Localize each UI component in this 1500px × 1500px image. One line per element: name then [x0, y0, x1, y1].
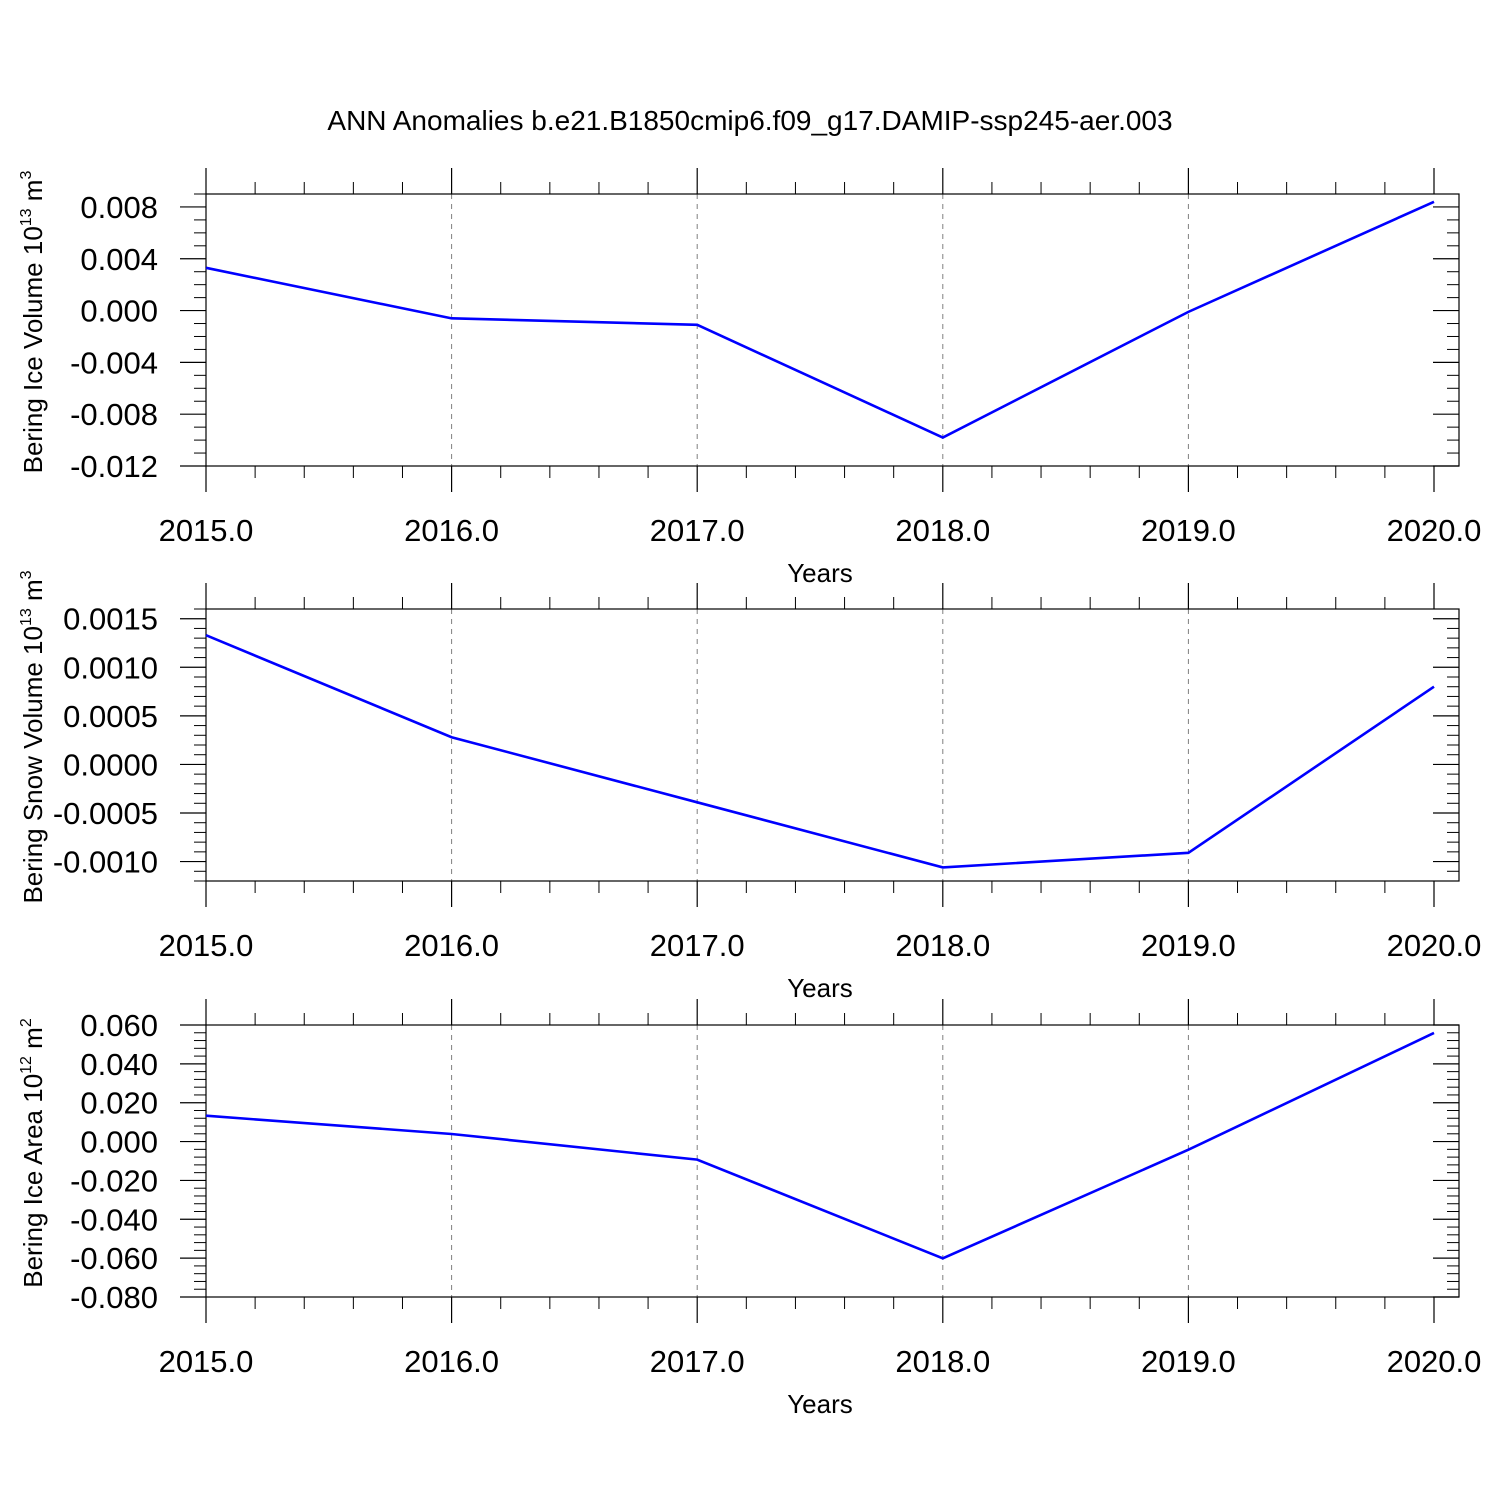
y-axis-label-text: Bering Ice Area 10 [18, 1074, 48, 1288]
y-tick-label: -0.012 [70, 449, 158, 484]
y-axis-label-exponent: 13 [18, 208, 35, 226]
plot-frame [205, 608, 1460, 882]
y-axis-label-exponent: 13 [18, 608, 35, 626]
x-tick-label: 2016.0 [404, 1344, 499, 1379]
y-tick-label: -0.080 [70, 1280, 158, 1315]
chart-panel-2: 2015.0 2016.0 2017.0 2018.0 2019.0 2020.0 0.00… [18, 570, 1481, 1003]
y-tick-label: -0.004 [70, 345, 158, 380]
y-tick-label: -0.060 [70, 1241, 158, 1276]
y-tick-label: 0.0015 [63, 602, 158, 637]
y-tick-label: 0.004 [80, 242, 158, 277]
x-tick-label: 2015.0 [159, 1344, 254, 1379]
chart-panel-1: 2015.0 2016.0 2017.0 2018.0 2019.0 2020.0 0.00… [18, 168, 1481, 588]
figure-title: ANN Anomalies b.e21.B1850cmip6.f09_g17.D… [327, 105, 1172, 136]
x-tick-label: 2018.0 [895, 513, 990, 548]
y-tick-label: 0.020 [80, 1086, 158, 1121]
series-line [205, 634, 1435, 869]
chart-panel-3: 2015.0 2016.0 2017.0 2018.0 2019.0 2020.0 0.06… [18, 999, 1481, 1419]
x-tick-label: 2019.0 [1141, 513, 1236, 548]
x-axis-label: Years [787, 558, 853, 588]
x-tick-label: 2016.0 [404, 928, 499, 963]
y-tick-label: 0.008 [80, 190, 158, 225]
y-tick-label: 0.000 [80, 1125, 158, 1160]
y-axis-label-unit-exponent: 3 [18, 171, 35, 180]
x-tick-label: 2020.0 [1387, 1344, 1482, 1379]
y-axis-label: Bering Ice Area 1012 m2 [18, 1018, 48, 1288]
y-tick-label: -0.0005 [53, 796, 158, 831]
x-axis-label: Years [787, 1389, 853, 1419]
x-tick-label: 2016.0 [404, 513, 499, 548]
x-tick-label: 2015.0 [159, 513, 254, 548]
panels: 2015.0 2016.0 2017.0 2018.0 2019.0 2020.0 0.00… [18, 168, 1481, 1419]
plot-frame [205, 1024, 1460, 1298]
y-tick-label: -0.0010 [53, 845, 158, 880]
x-tick-label: 2018.0 [895, 928, 990, 963]
x-tick-label: 2019.0 [1141, 928, 1236, 963]
y-axis-label-unit-exponent: 3 [18, 570, 35, 579]
y-axis-label-unit: m [18, 579, 48, 608]
plot-frame [205, 193, 1460, 467]
series-line [205, 1031, 1435, 1260]
x-tick-label: 2018.0 [895, 1344, 990, 1379]
y-tick-label: 0.060 [80, 1008, 158, 1043]
y-axis-label-unit: m [18, 180, 48, 209]
y-tick-label: -0.008 [70, 397, 158, 432]
y-tick-label: 0.000 [80, 294, 158, 329]
y-tick-label: -0.040 [70, 1202, 158, 1237]
y-axis-label-unit-exponent: 2 [18, 1018, 35, 1027]
series-line [205, 200, 1435, 439]
y-axis-label-unit: m [18, 1027, 48, 1056]
y-tick-label: 0.0000 [63, 747, 158, 782]
x-tick-label: 2017.0 [650, 1344, 745, 1379]
y-tick-label: 0.0005 [63, 699, 158, 734]
y-tick-label: 0.0010 [63, 650, 158, 685]
x-tick-label: 2017.0 [650, 513, 745, 548]
y-tick-label: -0.020 [70, 1163, 158, 1198]
x-tick-label: 2019.0 [1141, 1344, 1236, 1379]
y-axis-label-exponent: 12 [18, 1056, 35, 1074]
y-axis-label-text: Bering Snow Volume 10 [18, 626, 48, 904]
y-axis-label-text: Bering Ice Volume 10 [18, 226, 48, 473]
x-tick-label: 2020.0 [1387, 928, 1482, 963]
x-tick-label: 2020.0 [1387, 513, 1482, 548]
y-axis-label: Bering Snow Volume 1013 m3 [18, 570, 48, 903]
y-axis-label: Bering Ice Volume 1013 m3 [18, 171, 48, 474]
y-tick-label: 0.040 [80, 1047, 158, 1082]
x-tick-label: 2015.0 [159, 928, 254, 963]
x-tick-label: 2017.0 [650, 928, 745, 963]
x-axis-label: Years [787, 973, 853, 1003]
